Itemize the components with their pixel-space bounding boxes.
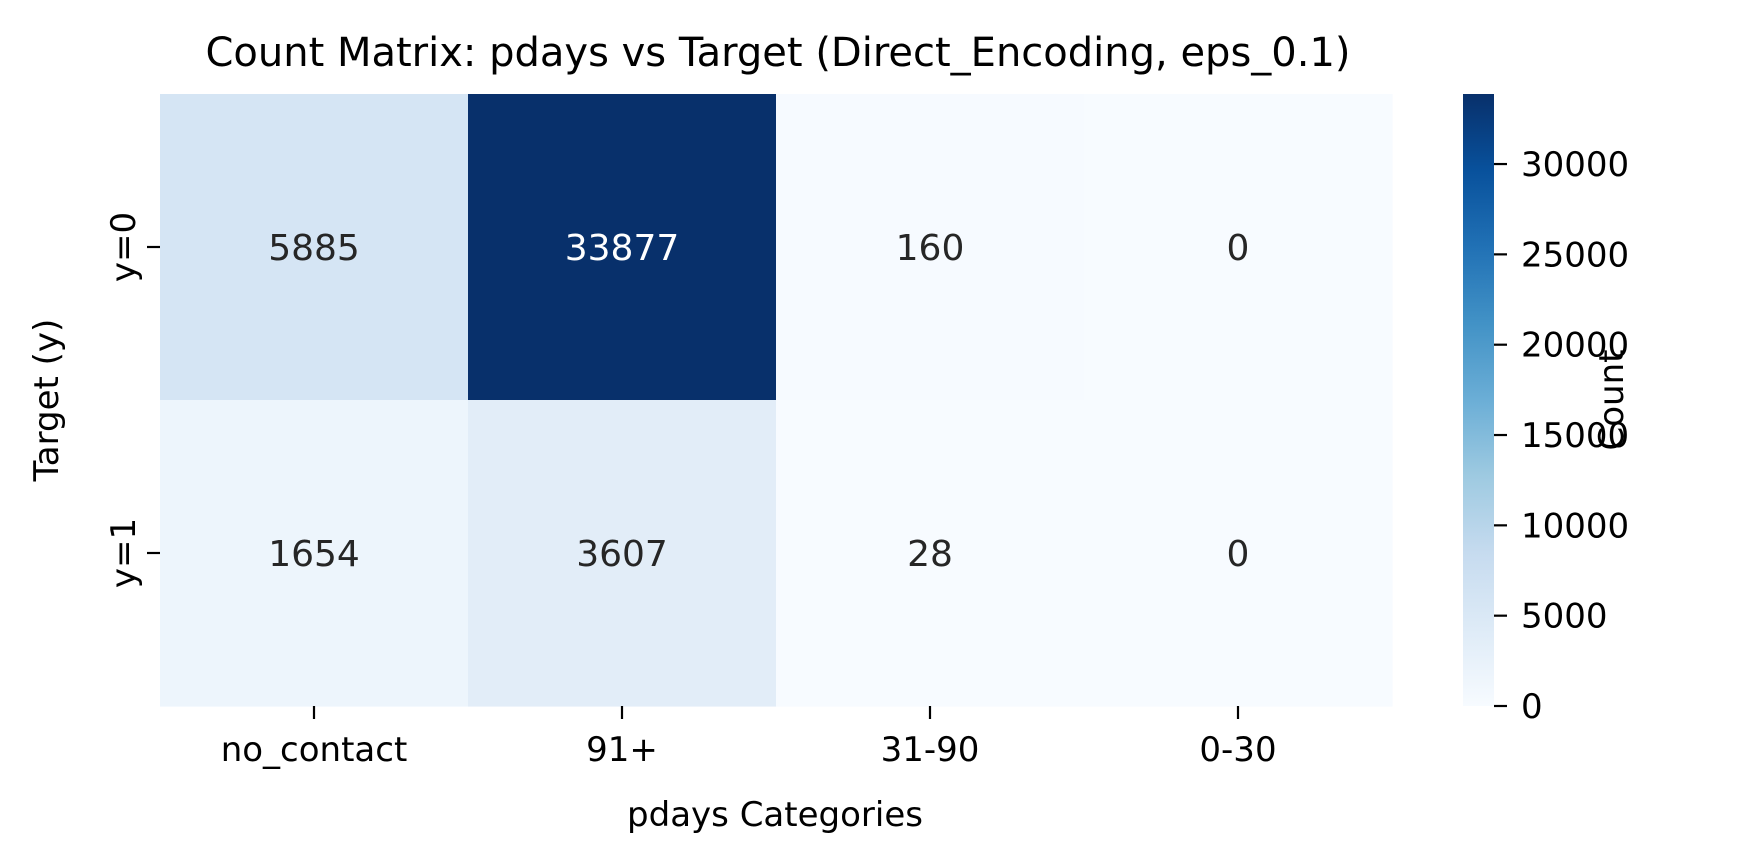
heatmap-cell: [160, 94, 469, 401]
colorbar-ticks: 0 5000 10000 15000 20000 25000 30000: [1494, 145, 1629, 727]
colorbar-tick-label: 20000: [1521, 326, 1629, 366]
y-tick-label: y=0: [104, 212, 144, 282]
y-tick-label: y=1: [104, 518, 144, 588]
colorbar-tick-label: 30000: [1521, 145, 1629, 185]
heatmap-cell: [160, 400, 469, 707]
colorbar-tick-label: 5000: [1521, 597, 1608, 637]
heatmap-cell: [468, 94, 777, 401]
cell-annotations: 5885 33877 160 0 1654 3607 28 0: [268, 228, 1249, 575]
x-tick-label: 0-30: [1199, 730, 1276, 770]
heatmap-cell: [776, 400, 1085, 707]
x-tick-label: 91+: [586, 730, 658, 770]
colorbar-tick-label: 10000: [1521, 506, 1629, 546]
cell-value-label: 5885: [268, 228, 360, 269]
heatmap-cells: [160, 94, 1393, 707]
cell-value-label: 1654: [268, 534, 360, 575]
cell-value-label: 0: [1227, 228, 1250, 269]
cell-value-label: 3607: [576, 534, 668, 575]
colorbar-label: Count: [1592, 350, 1632, 451]
cell-value-label: 33877: [565, 228, 680, 269]
heatmap-cell: [468, 400, 777, 707]
x-tick-label: 31-90: [881, 730, 980, 770]
colorbar-gradient: [1463, 94, 1494, 706]
heatmap-cell: [1084, 94, 1393, 401]
x-axis-label: pdays Categories: [627, 795, 923, 835]
cell-value-label: 28: [907, 534, 953, 575]
colorbar-tick-label: 0: [1521, 687, 1543, 727]
y-axis-label: Target (y): [27, 319, 67, 483]
cell-value-label: 160: [896, 228, 965, 269]
colorbar-tick-label: 15000: [1521, 416, 1629, 456]
heatmap-cell: [776, 94, 1085, 401]
chart-title: Count Matrix: pdays vs Target (Direct_En…: [205, 30, 1350, 76]
heatmap-cell: [1084, 400, 1393, 707]
x-axis: no_contact 91+ 31-90 0-30: [221, 706, 1277, 770]
colorbar-tick-label: 25000: [1521, 235, 1629, 275]
x-tick-label: no_contact: [221, 730, 408, 770]
y-axis: y=0 y=1: [104, 212, 160, 588]
colorbar: 0 5000 10000 15000 20000 25000 30000 Count: [1463, 94, 1632, 727]
cell-value-label: 0: [1227, 534, 1250, 575]
